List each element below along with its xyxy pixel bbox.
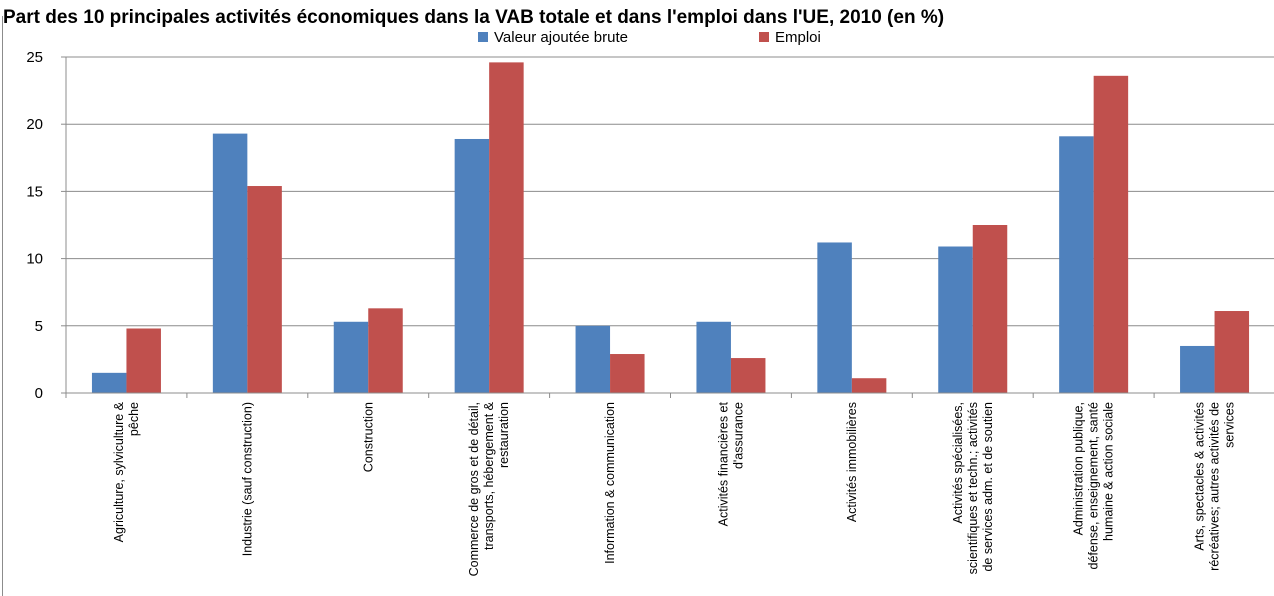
legend-label: Valeur ajoutée brute [494,29,628,46]
bar-valeur-ajoutee [938,246,973,393]
category-label: Activités financières et d'assurance [716,401,745,526]
category-label: Activités spécialisées, scientifiques et … [951,402,995,574]
category-label: Arts, spectacles & activités récréatives;… [1193,402,1237,571]
bar-emploi [1214,311,1250,393]
category-label-line: de services adm. et de soutien [981,402,995,572]
bar-valeur-ajoutee [212,133,248,393]
bar-emploi [851,378,887,393]
category-label-line: Activités immobilières [845,402,859,522]
bar-valeur-ajoutee [1180,345,1215,393]
y-tick-labels: 0 5 10 15 20 25 [26,49,43,402]
category-label-line: Arts, spectacles & activités [1193,402,1207,551]
category-label-line: Information & communication [603,402,617,564]
category-label-line: récréatives; autres activités de [1208,402,1222,571]
category-label-line: Construction [361,402,375,472]
bar-valeur-ajoutee [91,372,127,393]
category-label-line: d'assurance [731,402,745,469]
category-label-line: défense, enseignement, santé [1087,402,1101,570]
legend-swatch [759,32,769,42]
chart-title: Part des 10 principales activités économ… [3,7,945,28]
category-label: Administration publique, défense, enseign… [1072,402,1116,570]
bar-emploi [972,225,1008,393]
legend-swatch [478,32,488,42]
y-tick-label: 15 [26,183,43,200]
category-label-line: Commerce de gros et de détail, [467,402,481,576]
bar-valeur-ajoutee [817,242,852,393]
bar-emploi [126,328,161,393]
category-label: Commerce de gros et de détail, transports… [467,401,511,576]
category-label-line: Activités financières et [716,401,730,526]
y-tick-label: 25 [26,49,43,66]
legend: Valeur ajoutée brute Emploi [478,29,821,46]
category-label: Industrie (sauf construction) [240,402,254,556]
y-tick-label: 5 [35,318,43,335]
bar-emploi [730,358,766,393]
category-label-line: scientifiques et techn.; activités [966,402,980,574]
bar-valeur-ajoutee [1059,136,1094,393]
category-label-line: Administration publique, [1072,402,1086,535]
category-label-line: transports, hébergement & [482,401,496,550]
category-label-line: Activités spécialisées, [951,402,965,524]
category-label: Agriculture, sylviculture & pêche [112,401,141,542]
category-label-line: services [1223,402,1237,448]
chart-frame: Part des 10 principales activités économ… [2,7,1274,596]
category-label: Activités immobilières [845,402,859,522]
bars [91,62,1250,394]
bar-emploi [368,308,403,393]
bar-emploi [610,354,645,393]
bar-emploi [247,186,282,393]
bar-emploi [1093,75,1129,394]
bar-valeur-ajoutee [333,321,369,393]
bar-emploi [489,62,524,393]
y-tick-label: 10 [26,251,43,268]
y-tick-label: 20 [26,116,43,133]
category-label-line: restauration [497,402,511,468]
category-label: Construction [361,402,375,472]
axes [61,56,1274,398]
bar-valeur-ajoutee [575,325,611,393]
bar-chart: 0 5 10 15 20 25 Agriculture, sylviculture & pê… [26,29,1274,576]
bar-valeur-ajoutee [696,321,731,393]
legend-label: Emploi [775,29,821,46]
y-tick-label: 0 [35,385,43,402]
bar-valeur-ajoutee [454,138,490,393]
category-label: Information & communication [603,402,617,564]
category-label-line: Industrie (sauf construction) [240,402,254,556]
category-label-line: Agriculture, sylviculture & [112,401,126,542]
category-label-line: pêche [127,402,141,436]
category-label-line: humaine & action sociale [1102,402,1116,541]
category-labels: Agriculture, sylviculture & pêche Industri… [112,401,1237,576]
